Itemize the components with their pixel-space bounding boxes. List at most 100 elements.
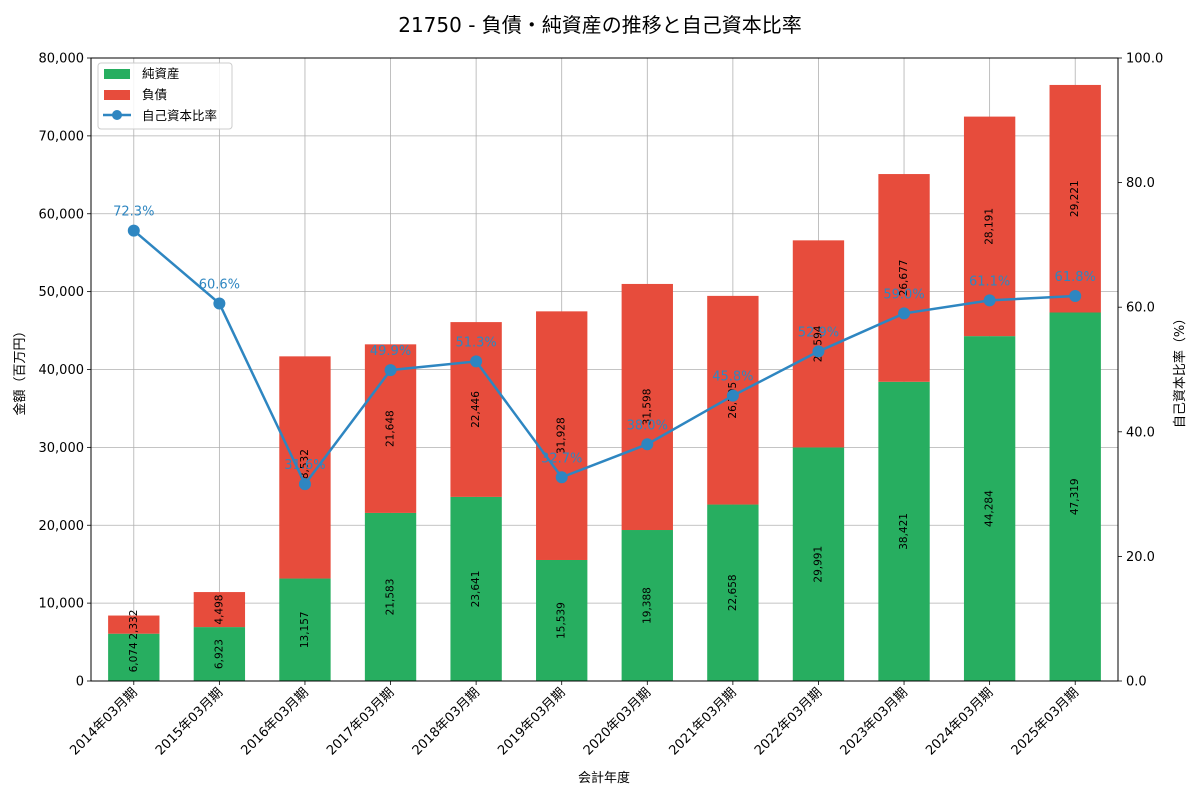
- equity-value-label: 13,157: [299, 611, 311, 648]
- equity-value-label: 47,319: [1069, 478, 1081, 515]
- y2-tick-label: 100.0: [1126, 52, 1163, 67]
- equity-bar: [279, 578, 331, 681]
- y-tick-label: 20,000: [39, 519, 85, 534]
- legend-equity-label: 純資産: [142, 66, 180, 81]
- equity-value-label: 6,923: [213, 639, 225, 669]
- y-tick-label: 0: [76, 675, 84, 690]
- equity-bar: [707, 504, 759, 681]
- ratio-point: [555, 471, 568, 484]
- legend-ratio-label: 自己資本比率: [142, 108, 217, 123]
- equity-bar: [621, 530, 673, 681]
- equity-bar: [536, 559, 588, 681]
- x-tick-label: 2018年03月期: [410, 685, 483, 758]
- chart-title: 21750 - 負債・純資産の推移と自己資本比率: [398, 13, 802, 37]
- liability-bar: [108, 615, 160, 634]
- x-tick-label: 2020年03月期: [581, 685, 654, 758]
- ratio-line-group: 72.3% 60.6% 31.6% 49.9% 51.3% 32.7% 38.0% 45.8%…: [113, 205, 1096, 491]
- ratio-value-label: 45.8%: [712, 370, 753, 385]
- equity-bar: [450, 496, 502, 681]
- equity-value-label: 23,641: [470, 571, 482, 608]
- ratio-value-label: 38.0%: [627, 418, 668, 433]
- equity-value-label: 15,539: [556, 602, 568, 639]
- liability-bar: [536, 311, 588, 560]
- ratio-point: [298, 478, 311, 491]
- equity-value-label: 21,583: [385, 579, 397, 616]
- liability-value-label: 4,498: [213, 595, 225, 625]
- liability-value-label: 22,446: [470, 391, 482, 428]
- liability-bar: [1049, 84, 1101, 313]
- y-tick-label: 30,000: [39, 441, 85, 456]
- ratio-point: [1069, 289, 1082, 302]
- x-tick-label: 2023年03月期: [838, 685, 911, 758]
- x-tick-label: 2017年03月期: [324, 685, 397, 758]
- ratio-value-label: 59.0%: [883, 287, 924, 302]
- x-tick-label: 2021年03月期: [666, 685, 739, 758]
- x-tick-label: 2016年03月期: [239, 685, 312, 758]
- ratio-value-label: 51.3%: [455, 335, 496, 350]
- ratio-point: [726, 389, 739, 402]
- ratio-value-label: 72.3%: [113, 205, 154, 220]
- legend-equity-swatch: [104, 69, 130, 79]
- x-tick-label: 2024年03月期: [923, 685, 996, 758]
- ratio-point: [898, 307, 911, 320]
- y2-axis-label: 自己資本比率（%）: [1172, 312, 1188, 428]
- equity-bar: [364, 512, 417, 681]
- bar-labels: 6,0742,3326,9234,49813,15728,53221,58321…: [128, 180, 1081, 672]
- y2-tick-label: 40.0: [1126, 425, 1155, 440]
- ratio-point: [641, 438, 654, 451]
- liability-value-label: 31,928: [556, 417, 568, 454]
- ratio-point: [384, 364, 397, 377]
- equity-value-label: 19,388: [641, 587, 653, 624]
- bars: [108, 84, 1101, 681]
- ratio-point: [470, 355, 483, 368]
- legend-ratio-marker: [112, 110, 122, 120]
- ratio-value-label: 49.9%: [370, 344, 411, 359]
- equity-bar: [878, 381, 930, 681]
- ratio-point: [812, 345, 825, 358]
- liability-bar: [621, 283, 673, 531]
- liability-value-label: 21,648: [385, 410, 397, 447]
- liability-value-label: 26,677: [898, 260, 910, 297]
- equity-bar: [193, 627, 246, 681]
- y2-tick-label: 60.0: [1126, 301, 1155, 316]
- y-tick-label: 60,000: [39, 207, 85, 222]
- liability-bar: [193, 592, 246, 628]
- x-tick-label: 2025年03月期: [1009, 685, 1082, 758]
- liability-value-label: 31,598: [641, 389, 653, 426]
- y-tick-label: 70,000: [39, 129, 85, 144]
- y-tick-label: 80,000: [39, 52, 85, 67]
- ratio-value-label: 32.7%: [541, 451, 582, 466]
- ratio-line: [132, 229, 1076, 487]
- ratio-value-label: 52.9%: [798, 325, 839, 340]
- equity-value-label: 22,658: [727, 574, 739, 611]
- x-tick-label: 2015年03月期: [153, 685, 226, 758]
- liability-value-label: 29,221: [1069, 180, 1081, 217]
- ratio-value-label: 31.6%: [284, 458, 325, 473]
- equity-value-label: 38,421: [898, 513, 910, 550]
- liability-bar: [878, 174, 930, 382]
- ratio-point: [213, 297, 226, 310]
- ratio-value-label: 60.6%: [199, 277, 240, 292]
- ratio-value-label: 61.1%: [969, 274, 1010, 289]
- x-tick-label: 2022年03月期: [752, 685, 825, 758]
- legend-liability-label: 負債: [142, 87, 167, 102]
- x-tick-label: 2019年03月期: [495, 685, 568, 758]
- y-tick-label: 40,000: [39, 363, 85, 378]
- y-axis-label: 金額（百万円）: [12, 324, 28, 415]
- liability-value-label: 28,191: [984, 208, 996, 245]
- equity-bar: [1049, 312, 1101, 681]
- y-tick-label: 50,000: [39, 285, 85, 300]
- liability-bar: [279, 356, 331, 579]
- equity-bar: [963, 336, 1016, 681]
- equity-value-label: 29,991: [812, 546, 824, 583]
- equity-value-label: 6,074: [128, 642, 140, 672]
- liability-bar: [450, 322, 502, 497]
- x-axis-label: 会計年度: [578, 770, 630, 786]
- ratio-point: [127, 224, 140, 237]
- y2-tick-label: 80.0: [1126, 176, 1155, 191]
- ratio-point: [983, 294, 996, 307]
- ratio-value-label: 61.8%: [1055, 270, 1096, 285]
- y2-tick-label: 20.0: [1126, 550, 1155, 565]
